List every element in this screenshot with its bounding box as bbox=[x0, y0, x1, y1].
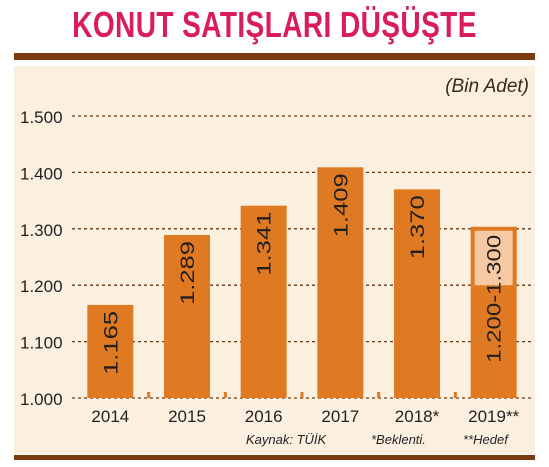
x-axis-ticks: 2014 2015 2016 2017 2018* 2019** bbox=[91, 392, 520, 426]
bars bbox=[87, 167, 517, 398]
x-tick-label: 2016 bbox=[245, 407, 283, 426]
value-label: 1.165 bbox=[101, 311, 122, 375]
bottom-rule bbox=[14, 455, 535, 460]
x-tick-label: 2018* bbox=[395, 407, 440, 426]
bar bbox=[317, 167, 364, 398]
x-tick-label: 2014 bbox=[91, 407, 129, 426]
grid-lines bbox=[72, 115, 532, 399]
value-label: 1.289 bbox=[178, 241, 199, 305]
value-labels: 1.165 1.289 1.341 1.409 1.370 1.200-1.300 bbox=[101, 173, 505, 375]
top-rule bbox=[14, 53, 535, 60]
unit-label: (Bin Adet) bbox=[445, 76, 529, 97]
target-note: **Hedef bbox=[463, 432, 508, 447]
bar bbox=[240, 205, 287, 398]
y-tick-label: 1.500 bbox=[20, 108, 63, 127]
y-tick-label: 1.300 bbox=[20, 221, 63, 240]
value-label: 1.200-1.300 bbox=[485, 235, 506, 363]
value-label: 1.409 bbox=[331, 173, 352, 237]
bar bbox=[87, 304, 134, 398]
value-label: 1.370 bbox=[408, 195, 429, 259]
expected-note: *Beklenti. bbox=[371, 432, 426, 447]
x-tick-label: 2017 bbox=[321, 407, 359, 426]
y-tick-label: 1.000 bbox=[20, 390, 63, 409]
chart-title: KONUT SATIŞLARI DÜŞÜŞTE bbox=[72, 4, 477, 45]
y-tick-label: 1.200 bbox=[20, 277, 63, 296]
bar bbox=[470, 285, 517, 398]
bar-range bbox=[470, 228, 517, 286]
bar bbox=[164, 235, 210, 398]
x-tick-label: 2019** bbox=[468, 407, 519, 426]
y-tick-label: 1.100 bbox=[20, 334, 63, 353]
source-note: Kaynak: TÜİK bbox=[246, 432, 327, 447]
value-label: 1.341 bbox=[255, 212, 276, 276]
y-tick-label: 1.400 bbox=[20, 164, 63, 183]
bar bbox=[394, 189, 440, 398]
y-axis-ticks: 1.000 1.100 1.200 1.300 1.400 1.500 bbox=[20, 108, 63, 409]
x-tick-label: 2015 bbox=[168, 407, 206, 426]
